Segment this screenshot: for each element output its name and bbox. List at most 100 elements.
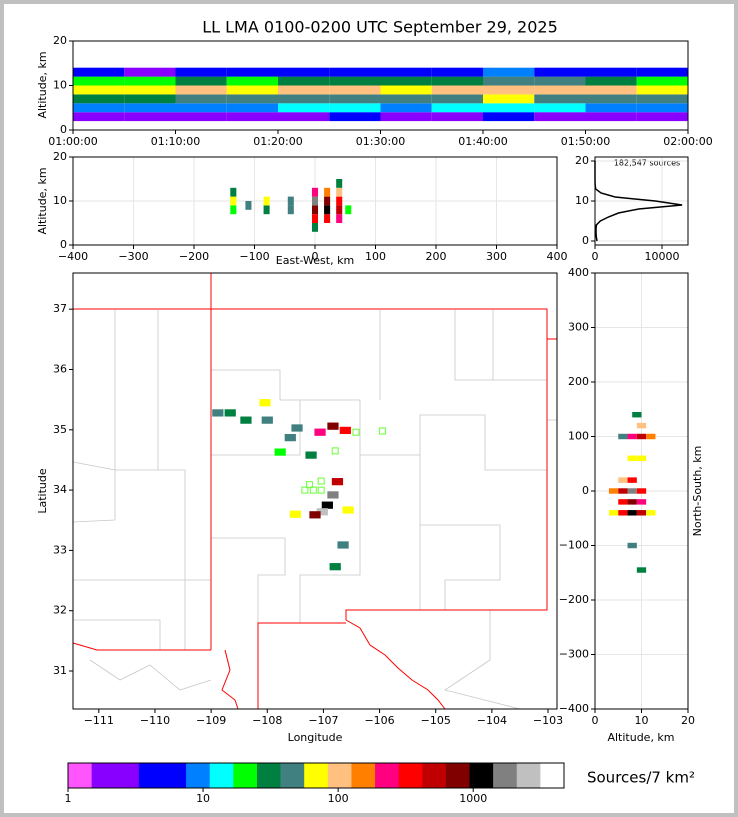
density-cell <box>632 411 642 418</box>
y-tick-label: 400 <box>568 266 589 279</box>
plot-area <box>72 40 689 131</box>
density-cell <box>311 196 319 206</box>
y-tick-label: 31 <box>53 664 67 677</box>
y-tick-label: 36 <box>53 362 67 375</box>
x-tick-label: 200 <box>426 250 447 263</box>
density-cell <box>627 433 637 440</box>
density-cell <box>261 416 273 424</box>
x-tick-label: −110 <box>140 714 170 727</box>
density-cell <box>175 76 227 86</box>
density-cell <box>263 196 270 206</box>
colorbar-segment <box>540 763 565 788</box>
y-tick-label: 10 <box>53 79 67 92</box>
density-cell <box>324 187 331 197</box>
density-cell <box>534 103 586 113</box>
x-tick-label: −108 <box>252 714 282 727</box>
county-line <box>300 399 547 471</box>
density-cell <box>289 510 301 518</box>
y-tick-label: 10 <box>53 194 67 207</box>
county-line <box>114 310 211 581</box>
density-cell <box>339 426 351 435</box>
x-tick-label: 100 <box>328 792 349 805</box>
colorbar-segment <box>375 763 399 788</box>
density-cell <box>329 103 381 113</box>
colorbar-segment <box>327 763 352 788</box>
x-tick-label: 10 <box>196 792 210 805</box>
x-tick-label: 01:50:00 <box>561 135 610 148</box>
axes-frame <box>67 762 565 789</box>
station <box>317 477 325 485</box>
density-cell <box>245 201 252 210</box>
density-cell <box>73 67 125 77</box>
density-cell <box>585 112 637 122</box>
cells <box>608 411 656 573</box>
density-cell <box>240 416 252 424</box>
x-tick-label: 100 <box>365 250 386 263</box>
x-tick-label: −103 <box>533 714 563 727</box>
density-cell <box>627 455 637 462</box>
density-cell <box>224 409 236 417</box>
density-cell <box>226 103 278 113</box>
y-axis-label: Altitude, km <box>36 167 49 234</box>
colorbar-segment <box>280 763 305 788</box>
colorbar-segment <box>304 763 329 788</box>
station <box>378 427 386 435</box>
colorbar-segment <box>233 763 258 788</box>
density-cell <box>226 85 278 95</box>
annotation: 182,547 sources <box>614 159 680 168</box>
density-cell <box>287 205 294 215</box>
density-cell <box>278 94 330 104</box>
county-line <box>89 659 212 691</box>
x-tick-label: −105 <box>421 714 451 727</box>
colorbar-segment <box>162 763 187 788</box>
y-tick-label: 33 <box>53 543 67 556</box>
density-cell <box>618 433 628 440</box>
x-tick-label: 20 <box>681 714 695 727</box>
density-cell <box>329 85 381 95</box>
density-cell <box>636 94 688 104</box>
density-cell <box>226 76 278 86</box>
x-tick-label: 1 <box>65 792 72 805</box>
x-tick-label: 10 <box>635 714 649 727</box>
density-cell <box>124 76 176 86</box>
density-cell <box>175 103 227 113</box>
density-cell <box>259 399 271 407</box>
state-border <box>257 622 346 709</box>
density-cell <box>329 563 341 571</box>
density-cell <box>263 205 270 215</box>
density-cell <box>73 85 125 95</box>
density-cell <box>636 567 647 573</box>
colorbar-segment <box>68 763 92 788</box>
density-cell <box>627 488 637 494</box>
density-cell <box>534 112 586 122</box>
y-tick-label: 32 <box>53 604 67 617</box>
density-cell <box>329 67 381 77</box>
density-cell <box>73 103 125 113</box>
density-cell <box>608 510 619 516</box>
density-cell <box>636 499 647 505</box>
y-tick-label: 37 <box>53 302 67 315</box>
density-cell <box>278 76 330 86</box>
density-cell <box>230 205 237 215</box>
density-cell <box>618 488 628 494</box>
county-line <box>299 455 361 623</box>
x-tick-label: −109 <box>196 714 226 727</box>
colorbar-segment <box>209 763 234 788</box>
density-cell <box>309 511 321 519</box>
x-tick-label: −400 <box>58 250 88 263</box>
y-tick-label: 0 <box>582 484 589 497</box>
county-line <box>419 455 501 610</box>
y-tick-label: 34 <box>53 483 67 496</box>
density-cell <box>627 477 637 483</box>
y-tick-label: 300 <box>568 321 589 334</box>
density-cell <box>585 94 637 104</box>
density-cell <box>636 488 647 494</box>
station <box>331 447 339 455</box>
y-axis-label: Latitude <box>36 468 49 514</box>
y-tick-label: 35 <box>53 423 67 436</box>
density-cell <box>274 448 286 456</box>
density-cell <box>291 424 303 432</box>
density-cell <box>380 112 432 122</box>
y-axis-label: Altitude, km <box>36 51 49 118</box>
